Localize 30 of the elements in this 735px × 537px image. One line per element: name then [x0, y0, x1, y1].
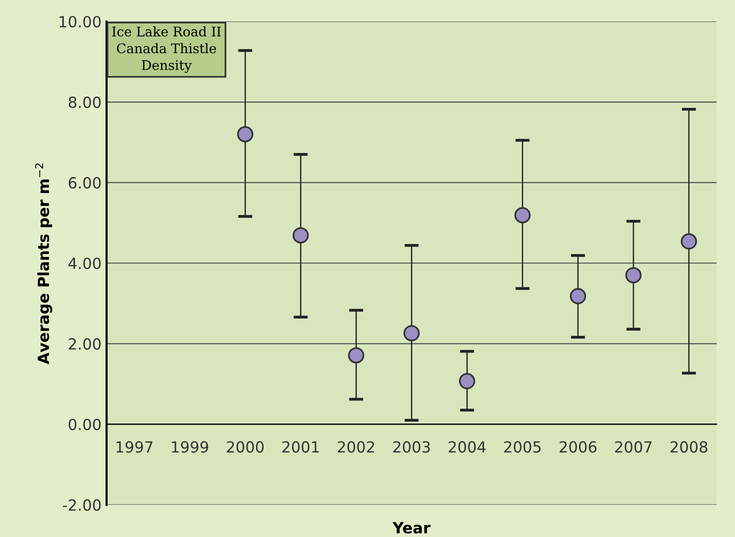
point: [348, 347, 364, 364]
text: Ice Lake Road II Canada Thistle Density: [112, 26, 221, 73]
x-tick-label: 2000: [226, 441, 264, 453]
x-tick-label: 2008: [670, 441, 708, 453]
point: [237, 126, 254, 142]
y-tick-label: 0.00: [68, 418, 101, 430]
x-tick-label: 2002: [338, 441, 374, 453]
point: [458, 373, 476, 390]
x-tick-label: 2005: [504, 441, 541, 453]
x-tick-label: 2003: [393, 441, 430, 453]
y-tick-label: 6.00: [68, 177, 101, 189]
x-axis-title: Year: [392, 522, 430, 534]
y-tick-label: -2.00: [62, 499, 101, 511]
y-tick-label: 10.00: [60, 16, 101, 28]
point: [514, 207, 531, 224]
y-tick-label: 4.00: [68, 258, 101, 270]
x-tick-label: 1997: [116, 441, 152, 453]
x-tick-label: 2007: [615, 441, 652, 453]
x-tick-label: 2001: [282, 441, 319, 453]
y-tick-label: 8.00: [68, 96, 101, 108]
y-tick-label: 2.00: [68, 338, 101, 350]
point: [403, 325, 420, 342]
point: [292, 227, 309, 244]
point: [680, 233, 698, 250]
x-tick-label: 1999: [172, 441, 208, 453]
x-tick-label: 2006: [560, 441, 596, 453]
y-axis-title: Average Plants per m$^{−2}$: [35, 163, 52, 364]
x-tick-label: 2004: [448, 441, 486, 453]
point: [625, 267, 642, 284]
point: [570, 288, 586, 304]
